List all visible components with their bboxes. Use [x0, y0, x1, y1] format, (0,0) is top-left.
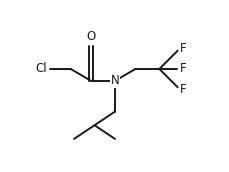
Text: Cl: Cl	[35, 62, 46, 76]
Text: O: O	[86, 30, 95, 43]
Text: F: F	[179, 42, 186, 55]
Text: F: F	[179, 83, 186, 96]
Text: F: F	[179, 62, 186, 76]
Text: N: N	[110, 74, 119, 87]
